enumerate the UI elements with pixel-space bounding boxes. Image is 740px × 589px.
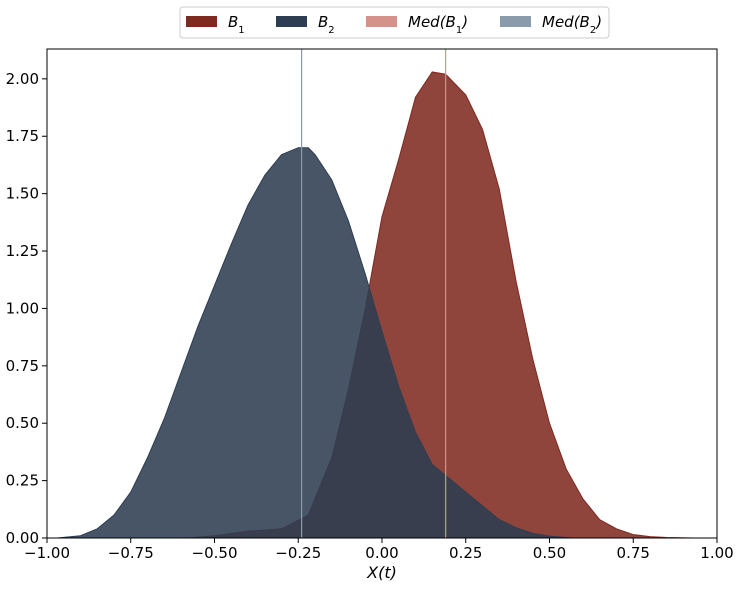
x-tick-label: −0.50 — [192, 544, 238, 562]
y-tick-label: 0.25 — [6, 472, 39, 490]
legend-swatch-med-b2 — [500, 16, 531, 27]
x-tick-label: 0.25 — [449, 544, 482, 562]
density-area-b2 — [57, 147, 573, 539]
x-tick-label: 1.00 — [700, 544, 733, 562]
plot-medians — [301, 49, 447, 538]
x-tick-label: 0.00 — [365, 544, 398, 562]
x-tick-label: −1.00 — [24, 544, 70, 562]
x-tick-label: 0.50 — [533, 544, 566, 562]
legend-label-med-b1: Med(B1) — [408, 13, 468, 36]
y-tick-label: 1.00 — [6, 299, 39, 317]
x-tick-label: 0.75 — [617, 544, 650, 562]
x-tick-label: −0.75 — [108, 544, 154, 562]
y-tick-label: 1.25 — [6, 242, 39, 260]
y-tick-label: 1.50 — [6, 185, 39, 203]
plot-fills — [57, 71, 694, 539]
legend: B1 B2 Med(B1) Med(B2) — [179, 6, 610, 39]
y-tick-label: 1.75 — [6, 127, 39, 145]
x-axis: −1.00 −0.75 −0.50 −0.25 0.00 0.25 0.50 0.75 1.00 — [24, 538, 734, 562]
legend-swatch-b1 — [186, 16, 217, 27]
x-tick-label: −0.25 — [275, 544, 321, 562]
x-axis-title: X(t) — [366, 563, 397, 582]
legend-swatch-b2 — [276, 16, 307, 27]
legend-label-med-b2: Med(B2) — [542, 13, 602, 36]
legend-swatch-med-b1 — [366, 16, 397, 27]
y-tick-label: 0.00 — [6, 529, 39, 547]
y-tick-label: 2.00 — [6, 70, 39, 88]
y-axis: 0.00 0.25 0.50 0.75 1.00 1.25 1.50 1.75 2.00 — [6, 70, 47, 547]
y-tick-label: 0.50 — [6, 414, 39, 432]
y-tick-label: 0.75 — [6, 357, 39, 375]
